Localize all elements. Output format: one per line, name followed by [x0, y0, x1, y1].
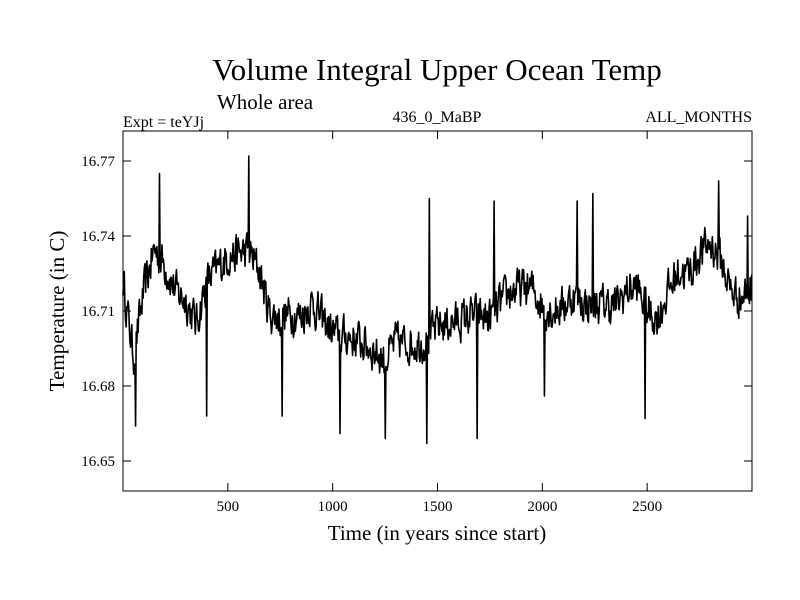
chart-title: Volume Integral Upper Ocean Temp — [212, 52, 662, 87]
run-label: 436_0_MaBP — [393, 109, 482, 126]
y-axis-label: Temperature (in C) — [45, 231, 69, 392]
y-tick-label: 16.65 — [81, 454, 115, 470]
x-tick-label: 500 — [217, 499, 240, 515]
axis-ticks: 500 1000 1500 2000 2500 16.65 16.68 16.71 16.74 1… — [81, 131, 752, 515]
y-tick-label: 16.71 — [81, 304, 115, 320]
chart-subtitle: Whole area — [217, 90, 314, 114]
x-tick-label: 1500 — [423, 499, 453, 515]
y-tick-label: 16.74 — [81, 229, 115, 245]
experiment-label: Expt = teYJj — [123, 114, 204, 131]
series-line — [122, 155, 753, 445]
x-tick-label: 2000 — [527, 499, 557, 515]
period-label: ALL_MONTHS — [645, 109, 752, 126]
y-tick-label: 16.68 — [81, 379, 115, 395]
x-tick-label: 2500 — [632, 499, 662, 515]
x-axis-label: Time (in years since start) — [328, 521, 547, 545]
series-layer — [122, 155, 753, 445]
x-tick-label: 1000 — [318, 499, 348, 515]
y-tick-label: 16.77 — [81, 154, 115, 170]
